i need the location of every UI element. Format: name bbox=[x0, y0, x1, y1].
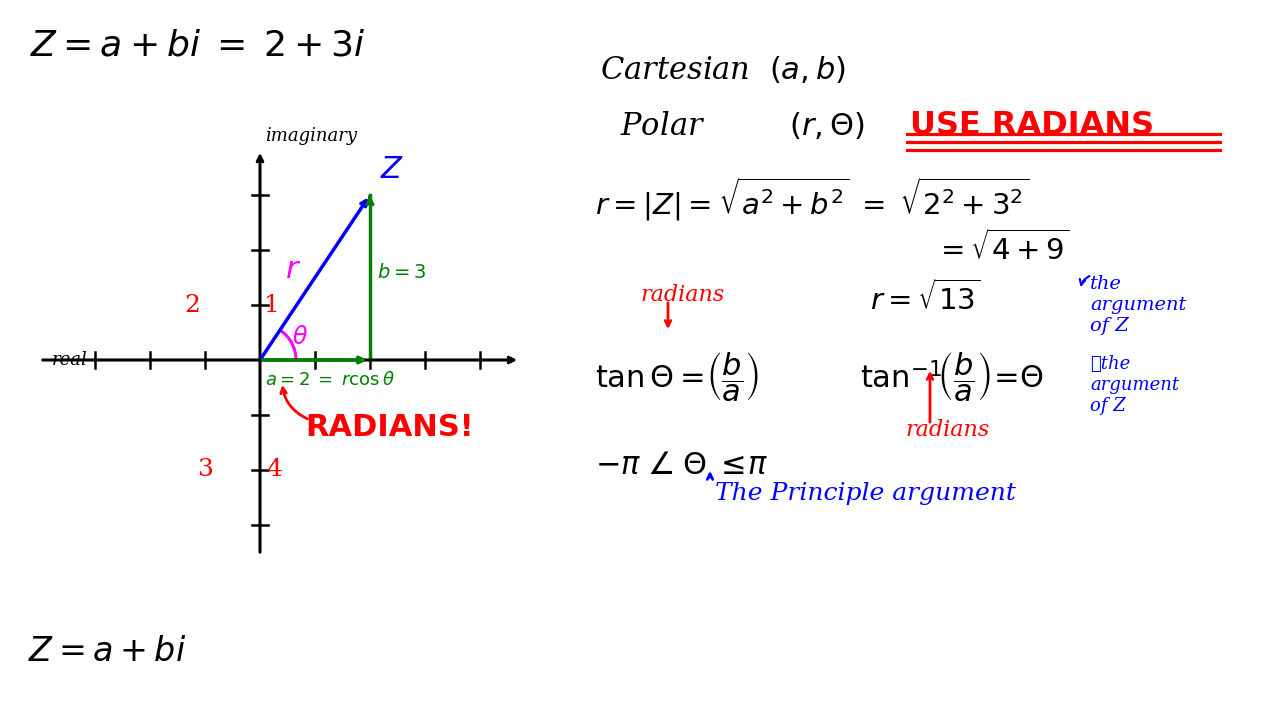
Text: $r$: $r$ bbox=[285, 254, 301, 285]
Text: radians: radians bbox=[640, 284, 724, 306]
Text: $Z$: $Z$ bbox=[380, 154, 404, 185]
Text: USE RADIANS: USE RADIANS bbox=[910, 110, 1155, 141]
Text: 3: 3 bbox=[197, 459, 212, 482]
Text: The Principle argument: The Principle argument bbox=[716, 482, 1016, 505]
Text: $r = |Z| = \sqrt{a^2+b^2} \;=\; \sqrt{2^2+3^2}$: $r = |Z| = \sqrt{a^2+b^2} \;=\; \sqrt{2^… bbox=[595, 175, 1029, 222]
Text: RADIANS!: RADIANS! bbox=[305, 413, 474, 443]
Text: $Z = a + bi$: $Z = a + bi$ bbox=[28, 636, 187, 668]
Text: $Z = a + bi \; = \; 2 + 3i$: $Z = a + bi \; = \; 2 + 3i$ bbox=[29, 28, 365, 62]
Text: $-\pi \;\angle\; \Theta \;\leq\! \pi$: $-\pi \;\angle\; \Theta \;\leq\! \pi$ bbox=[595, 450, 768, 481]
Text: $a{=}2\;=\;r\cos\theta$: $a{=}2\;=\;r\cos\theta$ bbox=[265, 371, 394, 389]
Text: $b = 3$: $b = 3$ bbox=[378, 263, 426, 282]
Text: $\tan^{-1}\!\!\left(\dfrac{b}{a}\right)\!=\!\Theta$: $\tan^{-1}\!\!\left(\dfrac{b}{a}\right)\… bbox=[860, 350, 1044, 403]
Text: imaginary: imaginary bbox=[265, 127, 357, 145]
Text: $r = \sqrt{13}$: $r = \sqrt{13}$ bbox=[870, 280, 980, 316]
Text: 2: 2 bbox=[184, 294, 200, 317]
Text: 1: 1 bbox=[264, 294, 280, 317]
Text: radians: radians bbox=[905, 419, 989, 441]
Text: Polar         $(r, \Theta)$: Polar $(r, \Theta)$ bbox=[620, 110, 864, 142]
Text: ✓the
argument
of Z: ✓the argument of Z bbox=[1091, 355, 1179, 415]
Text: $\tan\Theta = \!\left(\dfrac{b}{a}\right)$: $\tan\Theta = \!\left(\dfrac{b}{a}\right… bbox=[595, 350, 759, 403]
Text: the
argument
of Z: the argument of Z bbox=[1091, 275, 1187, 335]
Text: real: real bbox=[52, 351, 88, 369]
Text: 4: 4 bbox=[266, 459, 282, 482]
Text: $\theta$: $\theta$ bbox=[292, 326, 308, 349]
Text: $= \sqrt{4+9}$: $= \sqrt{4+9}$ bbox=[934, 230, 1070, 266]
Text: Cartesian  $(a, b)$: Cartesian $(a, b)$ bbox=[600, 55, 846, 86]
